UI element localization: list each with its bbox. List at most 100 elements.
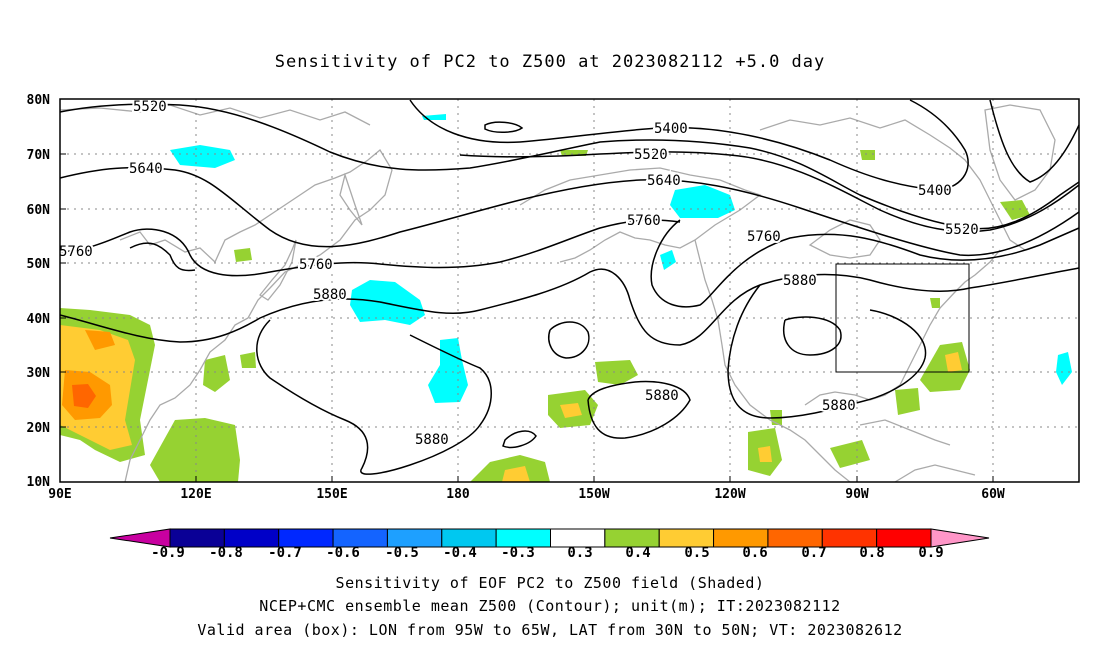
- caption-line-2: NCEP+CMC ensemble mean Z500 (Contour); u…: [259, 597, 840, 615]
- coast-japan: [259, 239, 297, 301]
- shade-04-cpac2: [560, 403, 582, 418]
- coast-greenland: [984, 104, 1056, 201]
- colorbar-label: -0.5: [385, 545, 419, 561]
- lon-label: 90W: [845, 487, 869, 502]
- coastlines: [59, 104, 1056, 483]
- gridlines: [60, 99, 1079, 482]
- caption-line-1: Sensitivity of EOF PC2 to Z500 field (Sh…: [336, 574, 765, 592]
- shade-positive-small2: [240, 352, 256, 368]
- shade-positive-sea: [150, 418, 240, 482]
- colorbar-label: 0.8: [859, 545, 884, 561]
- shade-positive-gulf: [895, 388, 920, 415]
- contour-label: 5880: [822, 398, 856, 414]
- colorbar-label: -0.6: [326, 545, 360, 561]
- shade-positive-cpac1: [470, 455, 550, 482]
- plot-title: Sensitivity of PC2 to Z500 at 2023082112…: [275, 52, 826, 72]
- coast-hudson: [808, 219, 881, 259]
- contour-label: 5760: [59, 244, 93, 260]
- shade-positive-cpac3: [595, 360, 638, 385]
- lat-label: 40N: [27, 312, 51, 327]
- colorbar-label: 0.4: [625, 545, 650, 561]
- lat-labels: 80N 70N 60N 50N 40N 30N 20N 10N: [27, 93, 51, 490]
- contour-label: 5880: [783, 273, 817, 289]
- coast-canada-arctic: [759, 117, 1026, 251]
- colorbar: -0.9 -0.8 -0.7 -0.6 -0.5 -0.4 -0.3 0.3 0…: [109, 528, 990, 561]
- lat-label: 60N: [27, 203, 51, 218]
- contour-label: 5760: [747, 229, 781, 245]
- shade-positive-taiwan: [203, 355, 230, 392]
- lon-label: 60W: [981, 487, 1005, 502]
- colorbar-labels: -0.9 -0.8 -0.7 -0.6 -0.5 -0.4 -0.3 0.3 0…: [151, 545, 944, 561]
- coast-na-west: [694, 239, 851, 483]
- contour-5880-a: [59, 267, 1080, 346]
- shade-negative-alaska: [670, 185, 735, 218]
- lat-label: 10N: [27, 475, 51, 490]
- colorbar-high-arrow: [930, 528, 990, 548]
- shade-05-china-b: [85, 330, 115, 350]
- shade-negative-atl: [1056, 352, 1072, 385]
- contour-label: 5520: [133, 99, 167, 115]
- contour-label: 5520: [945, 222, 979, 238]
- colorbar-label: -0.7: [268, 545, 302, 561]
- contour-5520-a: [59, 103, 1080, 230]
- lon-label: 120W: [714, 487, 745, 502]
- coast-alaska: [519, 167, 762, 263]
- lat-label: 20N: [27, 421, 51, 436]
- contour-small-pac: [502, 430, 537, 449]
- contour-label: 5880: [645, 388, 679, 404]
- lon-labels: 90E 120E 150E 180 150W 120W 90W 60W: [48, 487, 1005, 502]
- shade-positive-arctic1: [860, 150, 875, 160]
- contour-5520-b: [459, 151, 1080, 233]
- contour-label: 5880: [313, 287, 347, 303]
- contour-5400: [409, 99, 969, 191]
- contour-small-arctic: [484, 121, 524, 133]
- contour-label: 5400: [654, 121, 688, 137]
- colorbar-label: -0.9: [151, 545, 185, 561]
- caption-line-3: Valid area (box): LON from 95W to 65W, L…: [197, 621, 902, 639]
- coast-samerica: [894, 464, 976, 483]
- lat-label: 80N: [27, 93, 51, 108]
- colorbar-label: -0.4: [443, 545, 477, 561]
- contour-5880-f: [548, 321, 590, 359]
- colorbar-label: 0.3: [567, 545, 592, 561]
- contour-label: 5760: [299, 257, 333, 273]
- contour-label: 5400: [918, 183, 952, 199]
- contour-5880-d: [587, 380, 691, 439]
- captions: Sensitivity of EOF PC2 to Z500 field (Sh…: [197, 574, 902, 639]
- shade-04-watl: [945, 352, 962, 372]
- colorbar-label: 0.6: [742, 545, 767, 561]
- shade-positive-canada: [930, 298, 940, 308]
- colorbar-label: 0.5: [684, 545, 709, 561]
- contour-label: 5880: [415, 432, 449, 448]
- lon-label: 150E: [316, 487, 347, 502]
- lon-label: 120E: [180, 487, 211, 502]
- map-frame: [59, 98, 1080, 483]
- colorbar-cells: [169, 528, 932, 548]
- contour-5880-e: [783, 316, 842, 356]
- shade-positive-carib: [830, 440, 870, 468]
- shade-positive-natl: [1000, 200, 1030, 220]
- lon-label: 180: [446, 487, 470, 502]
- valid-area-box: [835, 263, 970, 373]
- contour-5400-b: [989, 99, 1080, 183]
- shade-positive-small1: [234, 248, 252, 262]
- lon-label: 150W: [578, 487, 609, 502]
- contour-5880-c: [727, 284, 927, 419]
- contour-5640-a: [59, 166, 1080, 257]
- map-panel: 5520 5640 5760 5400 5520 5640 5760 5760 …: [27, 93, 1080, 502]
- coast-gulf: [804, 249, 1001, 406]
- coast-cuba: [859, 419, 951, 446]
- lat-label: 70N: [27, 148, 51, 163]
- coast-asia-arctic: [59, 104, 371, 126]
- lat-label: 50N: [27, 257, 51, 272]
- contour-5640-b: [129, 242, 196, 272]
- shade-negative-npac: [350, 280, 425, 325]
- contour-5760-a: [59, 219, 681, 277]
- shade-negative-siberia: [170, 145, 235, 168]
- lon-label: 90E: [48, 487, 71, 502]
- contour-5760-b: [650, 219, 1080, 308]
- contour-label: 5520: [634, 147, 668, 163]
- contour-5880-b: [256, 319, 492, 475]
- shade-06-china: [72, 384, 96, 408]
